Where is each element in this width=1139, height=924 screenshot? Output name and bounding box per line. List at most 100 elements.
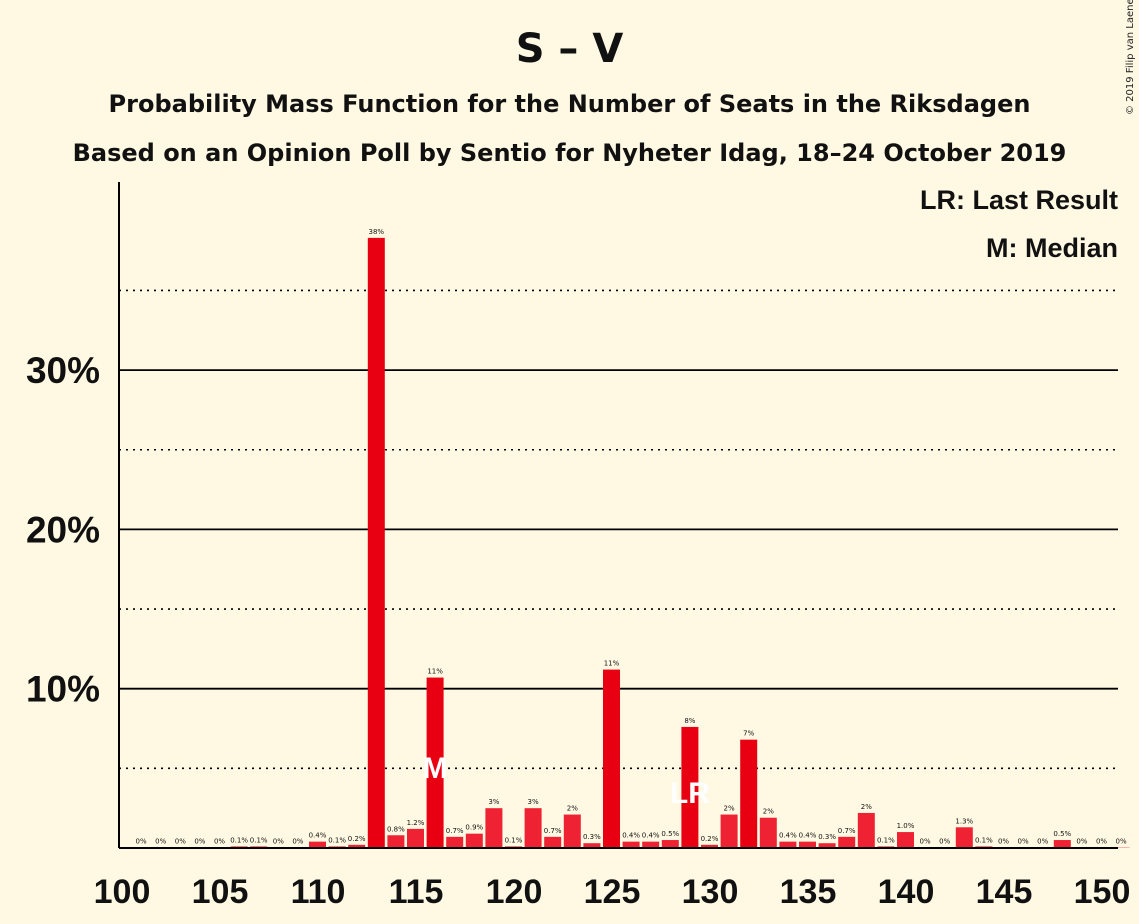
bar-label: 1.3% [955,817,973,825]
bar-label: 0.3% [583,833,601,841]
bar-seat-135 [799,841,816,848]
bar-seat-134 [779,841,797,848]
chart-subtitle-source: Based on an Opinion Poll by Sentio for N… [72,139,1067,167]
bar-seat-136 [818,843,836,848]
chart-subtitle: Probability Mass Function for the Number… [108,90,1031,118]
bar-label: 0.1% [877,836,895,844]
bar-label: 0.5% [661,830,679,838]
bar-label: 0% [292,838,303,846]
bar-seat-118 [465,833,483,848]
bar-seat-131 [720,814,738,848]
bar-label: 0.1% [230,836,248,844]
bar-label: 0.1% [505,836,523,844]
y-tick-label: 10% [26,669,100,710]
y-tick-label: 30% [26,350,100,391]
bar-label: 0.1% [328,836,346,844]
bar-seat-129 [681,726,699,848]
bar-label: 0.2% [348,835,366,843]
x-tick-label: 140 [878,873,935,911]
x-tick-label: 125 [584,873,641,911]
bar-seat-123 [563,814,581,848]
bar-seat-126 [622,841,640,848]
bar-label: 2% [861,803,872,811]
bar-seat-130 [701,844,718,848]
bar-label: 0.5% [1053,830,1071,838]
bar-label: 1.0% [897,822,915,830]
bar-label: 0% [998,838,1009,846]
bar-seat-132 [740,739,758,848]
bar-seat-122 [544,836,562,848]
bar-label: 8% [684,717,695,725]
axes: 10% 20% 30% 100 105 110 115 120 125 130 135 140 145 1… [26,182,1130,911]
bar-seat-117 [446,836,464,848]
markers: M LR [423,752,711,810]
bar-label: 11% [427,668,443,676]
bar-label: 3% [488,798,499,806]
chart-title: S – V [515,26,624,72]
x-tick-label: 145 [976,873,1033,911]
x-tick-label: 130 [682,873,739,911]
bar-label: 0.4% [309,832,327,840]
x-tick-label: 100 [94,873,151,911]
bar-label: 0% [136,838,147,846]
bar-label: 0.9% [465,824,483,832]
bar-label: 0% [214,838,225,846]
bar-label: 0.8% [387,825,405,833]
legend-median: M: Median [986,233,1118,263]
x-tick-label: 150 [1074,873,1131,911]
bar-label: 0% [194,838,205,846]
bar-label: 0% [1037,838,1048,846]
x-tick-label: 135 [780,873,837,911]
bar-seat-113 [367,237,385,849]
bar-label: 0.1% [975,836,993,844]
bar-label: 1.2% [407,819,425,827]
bar-label: 0% [1096,838,1107,846]
x-tick-label: 120 [486,873,543,911]
bar-seat-138 [857,812,875,848]
bar-label: 0% [175,838,186,846]
bar-label: 0.4% [799,832,817,840]
bar-label: 0% [273,838,284,846]
bar-seat-140 [897,832,914,848]
x-tick-label: 110 [291,873,346,911]
bar-label: 0% [920,838,931,846]
bar-labels: 0% 0% 0% 0% 0% 0.1% 0.1% 0% 0%0.4%0.1% 0.2%38%0.8… [136,228,1127,846]
bar-label: 0.7% [838,827,856,835]
legend-last-result: LR: Last Result [919,185,1118,215]
bar-label: 0% [1076,838,1087,846]
bar-label: 0.4% [642,832,660,840]
bar-seat-148 [1053,840,1071,848]
bar-seat-128 [661,840,679,848]
bar-label: 11% [604,660,620,668]
bar-label: 0% [939,838,950,846]
bar-label: 0.7% [446,827,464,835]
bar-label: 0% [155,838,166,846]
bar-label: 2% [724,805,735,813]
bar-label: 3% [528,798,539,806]
x-tick-label: 105 [192,873,249,911]
bar-label: 0.4% [622,832,640,840]
bar-label: 0.3% [818,833,836,841]
bar-label: 38% [369,228,385,236]
bar-seat-143 [955,827,973,848]
bar-label: 0% [1116,838,1127,846]
bar-label: 0.1% [250,836,268,844]
bar-label: 7% [743,730,754,738]
bar-seat-116 [426,677,444,848]
bar-label: 0% [1018,838,1029,846]
bar-seat-114 [387,835,405,848]
last-result-marker: LR [670,777,710,810]
bar-label: 2% [763,808,774,816]
median-marker: M [423,752,448,785]
bar-label: 2% [567,805,578,813]
bars [132,237,1130,849]
bar-seat-127 [642,841,660,848]
bar-seat-112 [348,844,366,848]
bar-seat-110 [309,841,326,848]
bar-seat-124 [583,843,601,848]
bar-seat-133 [759,817,777,848]
bar-label: 0.7% [544,827,562,835]
bar-label: 0.4% [779,832,797,840]
bar-label: 0.2% [701,835,719,843]
